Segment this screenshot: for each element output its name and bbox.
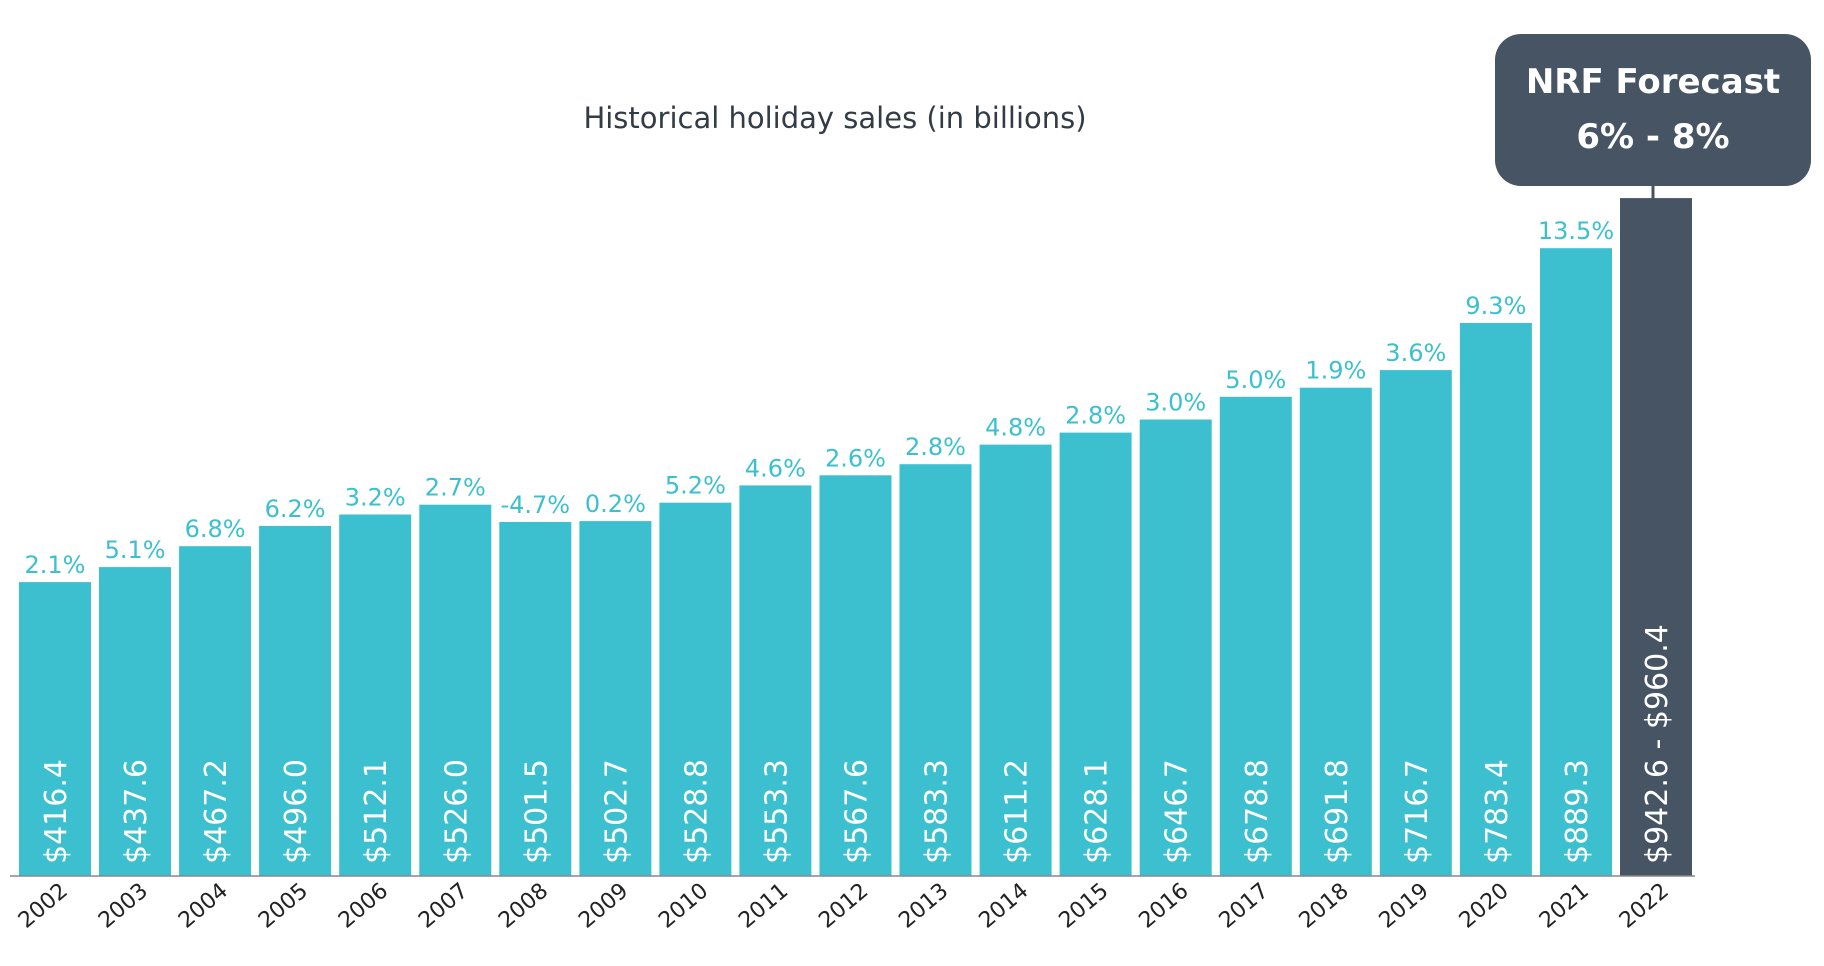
x-tick-2019: 2019 [1375, 878, 1434, 933]
bar-2007 [419, 504, 492, 876]
value-label-2005: $496.0 [279, 759, 314, 864]
value-label-2016: $646.7 [1160, 759, 1195, 864]
x-tick-2002: 2002 [14, 878, 73, 933]
bar-2015 [1059, 432, 1132, 876]
growth-label-2009: 0.2% [585, 490, 646, 518]
growth-label-2003: 5.1% [105, 536, 166, 564]
x-tick-2009: 2009 [574, 878, 633, 933]
value-label-2007: $526.0 [439, 759, 474, 864]
x-tick-2010: 2010 [654, 878, 713, 933]
value-label-2013: $583.3 [920, 759, 955, 864]
growth-label-2021: 13.5% [1538, 217, 1614, 245]
chart-title: Historical holiday sales (in billions) [583, 101, 1086, 135]
bar-2019 [1379, 370, 1452, 876]
value-label-2012: $567.6 [840, 759, 875, 864]
bar-2008 [499, 522, 572, 876]
growth-label-2019: 3.6% [1385, 339, 1446, 367]
bar-2011 [739, 485, 812, 876]
bar-2021 [1540, 248, 1612, 876]
x-tick-2021: 2021 [1535, 878, 1594, 933]
x-tick-2008: 2008 [494, 878, 553, 933]
growth-label-2013: 2.8% [905, 433, 966, 461]
growth-label-2002: 2.1% [25, 551, 86, 579]
bar-2002 [19, 582, 91, 876]
x-tick-2006: 2006 [334, 878, 393, 933]
x-tick-2003: 2003 [94, 878, 153, 933]
bar-2006 [339, 514, 412, 876]
value-label-2021: $889.3 [1560, 759, 1595, 864]
value-label-2018: $691.8 [1320, 759, 1355, 864]
bar-2017 [1219, 396, 1292, 876]
growth-label-2005: 6.2% [265, 495, 326, 523]
x-tick-2004: 2004 [174, 878, 233, 933]
growth-label-2008: -4.7% [500, 491, 570, 519]
callout-box [1495, 34, 1811, 186]
growth-label-2016: 3.0% [1145, 389, 1206, 417]
x-tick-2011: 2011 [734, 878, 793, 933]
bar-2010 [659, 502, 732, 876]
forecast-bar-2022 [1620, 198, 1692, 877]
value-label-2015: $628.1 [1080, 759, 1115, 864]
value-label-2017: $678.8 [1240, 759, 1275, 864]
bar-2009 [579, 521, 652, 876]
value-label-2014: $611.2 [1000, 759, 1035, 864]
value-label-2009: $502.7 [599, 759, 634, 864]
value-label-2011: $553.3 [759, 759, 794, 864]
callout-title: NRF Forecast [1526, 62, 1780, 102]
bar-2020 [1459, 323, 1532, 876]
x-tick-2018: 2018 [1295, 878, 1354, 933]
growth-label-2010: 5.2% [665, 472, 726, 500]
value-label-2022: $942.6 - $960.4 [1640, 624, 1675, 864]
growth-label-2011: 4.6% [745, 454, 806, 482]
x-tick-2020: 2020 [1455, 878, 1514, 933]
growth-label-2018: 1.9% [1305, 357, 1366, 385]
x-tick-2007: 2007 [414, 878, 473, 933]
x-tick-2015: 2015 [1054, 878, 1113, 933]
value-label-2006: $512.1 [359, 759, 394, 864]
value-label-2008: $501.5 [519, 759, 554, 864]
growth-label-2004: 6.8% [185, 515, 246, 543]
value-label-2004: $467.2 [199, 759, 234, 864]
growth-label-2015: 2.8% [1065, 402, 1126, 430]
bar-2018 [1299, 387, 1372, 876]
bar-2013 [899, 464, 972, 876]
bar-2004 [179, 546, 252, 876]
bar-2003 [99, 567, 171, 876]
x-tick-2005: 2005 [254, 878, 313, 933]
bar-2005 [259, 525, 332, 876]
growth-label-2006: 3.2% [345, 484, 406, 512]
growth-label-2020: 9.3% [1465, 292, 1526, 320]
value-label-2010: $528.8 [679, 759, 714, 864]
callout-range: 6% - 8% [1576, 117, 1729, 157]
x-tick-2012: 2012 [814, 878, 873, 933]
x-tick-2016: 2016 [1135, 878, 1194, 933]
bars-layer: 2.1% $416.4 2002 5.1% $437.6 2003 6.8% $467.2 20… [14, 198, 1692, 934]
value-label-2019: $716.7 [1400, 759, 1435, 864]
bar-2012 [819, 475, 892, 876]
growth-label-2017: 5.0% [1225, 366, 1286, 394]
value-label-2002: $416.4 [39, 759, 74, 864]
value-label-2003: $437.6 [119, 759, 154, 864]
bar-2014 [979, 444, 1052, 876]
x-tick-2022: 2022 [1615, 878, 1674, 933]
forecast-callout: NRF Forecast 6% - 8% [1495, 34, 1811, 237]
x-tick-2014: 2014 [974, 878, 1033, 933]
growth-label-2007: 2.7% [425, 474, 486, 502]
x-tick-2017: 2017 [1215, 878, 1274, 933]
x-tick-2013: 2013 [894, 878, 953, 933]
value-label-2020: $783.4 [1480, 759, 1515, 864]
growth-label-2012: 2.6% [825, 444, 886, 472]
growth-label-2014: 4.8% [985, 414, 1046, 442]
bar-2016 [1139, 419, 1212, 876]
